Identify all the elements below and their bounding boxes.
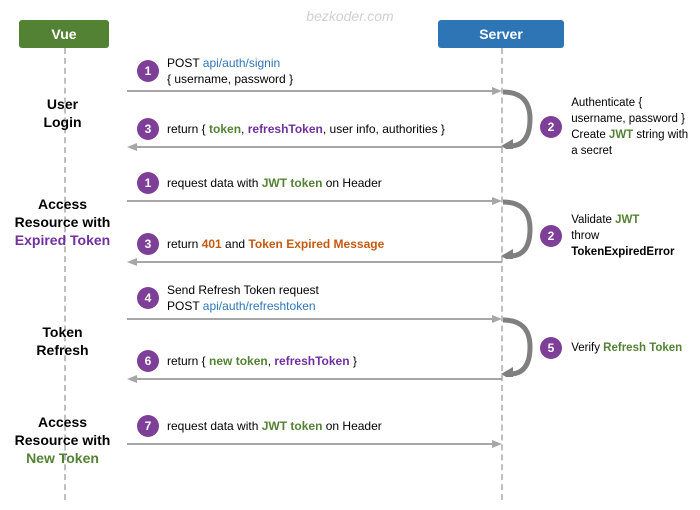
t: Authenticate { username, password }	[571, 97, 685, 125]
server-note-verify: 5 Verify Refresh Token	[540, 337, 695, 359]
t: return	[167, 237, 202, 251]
step-badge: 3	[137, 118, 159, 140]
t: POST	[167, 56, 203, 70]
t: refreshToken	[248, 122, 323, 136]
t: TokenExpiredError	[571, 246, 674, 258]
arrow-left-icon	[127, 378, 502, 380]
actor-server: Server	[438, 20, 564, 48]
arrow-right-icon	[127, 318, 502, 320]
t: JWT token	[262, 419, 323, 433]
t: throw	[571, 230, 599, 242]
watermark: bezkoder.com	[306, 8, 393, 24]
t: Validate	[571, 214, 615, 226]
t: JWT token	[262, 176, 323, 190]
t: return {	[167, 122, 209, 136]
t: Create	[571, 129, 609, 141]
t: Token Expired Message	[248, 237, 384, 251]
section-expired-token: Access Resource with Expired Token	[0, 195, 125, 250]
label-line: New Token	[0, 449, 125, 467]
label-line: Access	[38, 196, 87, 212]
step-badge: 2	[540, 225, 562, 247]
msg-refresh-response: 6 return { new token, refreshToken }	[137, 350, 517, 372]
label-line: Resource with	[0, 431, 125, 449]
note-text: Authenticate { username, password } Crea…	[571, 95, 691, 159]
label-line: Token	[42, 324, 82, 340]
msg-text: POST api/auth/signin { username, passwor…	[167, 55, 293, 87]
note-text: Validate JWT throw TokenExpiredError	[571, 212, 691, 260]
msg-text: request data with JWT token on Header	[167, 418, 382, 434]
t: and	[222, 237, 249, 251]
arrow-right-icon	[127, 90, 502, 92]
t: api/auth/refreshtoken	[203, 299, 316, 313]
note-text: Verify Refresh Token	[571, 340, 682, 356]
actor-client: Vue	[19, 20, 109, 48]
msg-text: request data with JWT token on Header	[167, 175, 382, 191]
arrow-right-icon	[127, 200, 502, 202]
step-badge: 6	[137, 350, 159, 372]
t: return {	[167, 354, 209, 368]
msg-request-new: 7 request data with JWT token on Header	[137, 415, 517, 437]
t: ,	[241, 122, 248, 136]
t: new token	[209, 354, 268, 368]
t: 401	[202, 237, 222, 251]
step-badge: 1	[137, 60, 159, 82]
label-line: Resource with	[0, 213, 125, 231]
arrow-right-icon	[127, 443, 502, 445]
label-line: Access	[38, 414, 87, 430]
t: refreshToken	[274, 354, 349, 368]
t: on Header	[322, 176, 381, 190]
msg-refresh-request: 4 Send Refresh Token request POST api/au…	[137, 282, 517, 314]
step-badge: 4	[137, 287, 159, 309]
step-badge: 5	[540, 337, 562, 359]
step-badge: 7	[137, 415, 159, 437]
t: Send Refresh Token request	[167, 283, 319, 297]
t: Refresh Token	[603, 342, 682, 354]
label-line: Expired Token	[0, 231, 125, 249]
server-note-auth: 2 Authenticate { username, password } Cr…	[540, 95, 695, 159]
msg-text: return 401 and Token Expired Message	[167, 236, 384, 252]
t: POST	[167, 299, 203, 313]
t: token	[209, 122, 241, 136]
section-token-refresh: Token Refresh	[0, 323, 125, 359]
msg-request-expired: 1 request data with JWT token on Header	[137, 172, 517, 194]
step-badge: 2	[540, 116, 562, 138]
section-new-token: Access Resource with New Token	[0, 413, 125, 468]
t: }	[350, 354, 357, 368]
section-user-login: User Login	[0, 95, 125, 131]
step-badge: 3	[137, 233, 159, 255]
t: , user info, authorities }	[323, 122, 445, 136]
msg-text: return { token, refreshToken, user info,…	[167, 121, 445, 137]
t: { username, password }	[167, 72, 293, 86]
step-badge: 1	[137, 172, 159, 194]
t: on Header	[322, 419, 381, 433]
t: request data with	[167, 176, 262, 190]
label-line: Login	[0, 113, 125, 131]
t: request data with	[167, 419, 262, 433]
msg-text: Send Refresh Token request POST api/auth…	[167, 282, 319, 314]
t: JWT	[609, 129, 633, 141]
msg-text: return { new token, refreshToken }	[167, 353, 357, 369]
msg-signin-response: 3 return { token, refreshToken, user inf…	[137, 118, 517, 140]
msg-401-response: 3 return 401 and Token Expired Message	[137, 233, 517, 255]
label-line: Refresh	[0, 341, 125, 359]
arrow-left-icon	[127, 146, 502, 148]
t: api/auth/signin	[203, 56, 280, 70]
t: Verify	[571, 342, 603, 354]
msg-signin-request: 1 POST api/auth/signin { username, passw…	[137, 55, 517, 87]
t: JWT	[615, 214, 639, 226]
server-note-validate: 2 Validate JWT throw TokenExpiredError	[540, 212, 695, 260]
label-line: User	[47, 96, 78, 112]
arrow-left-icon	[127, 261, 502, 263]
